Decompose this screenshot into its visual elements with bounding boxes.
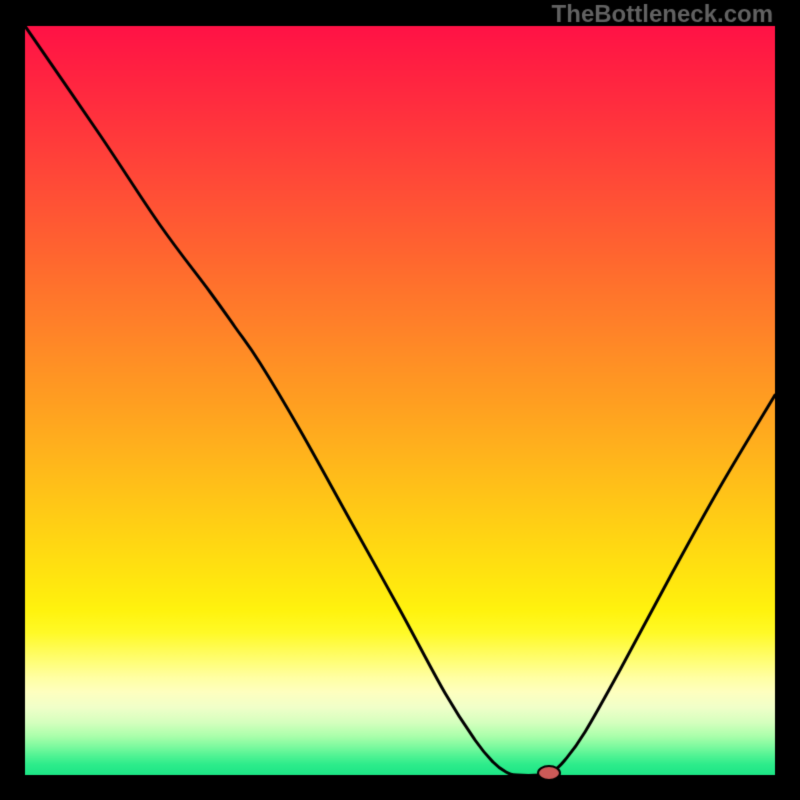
bottleneck-chart [0, 0, 800, 800]
